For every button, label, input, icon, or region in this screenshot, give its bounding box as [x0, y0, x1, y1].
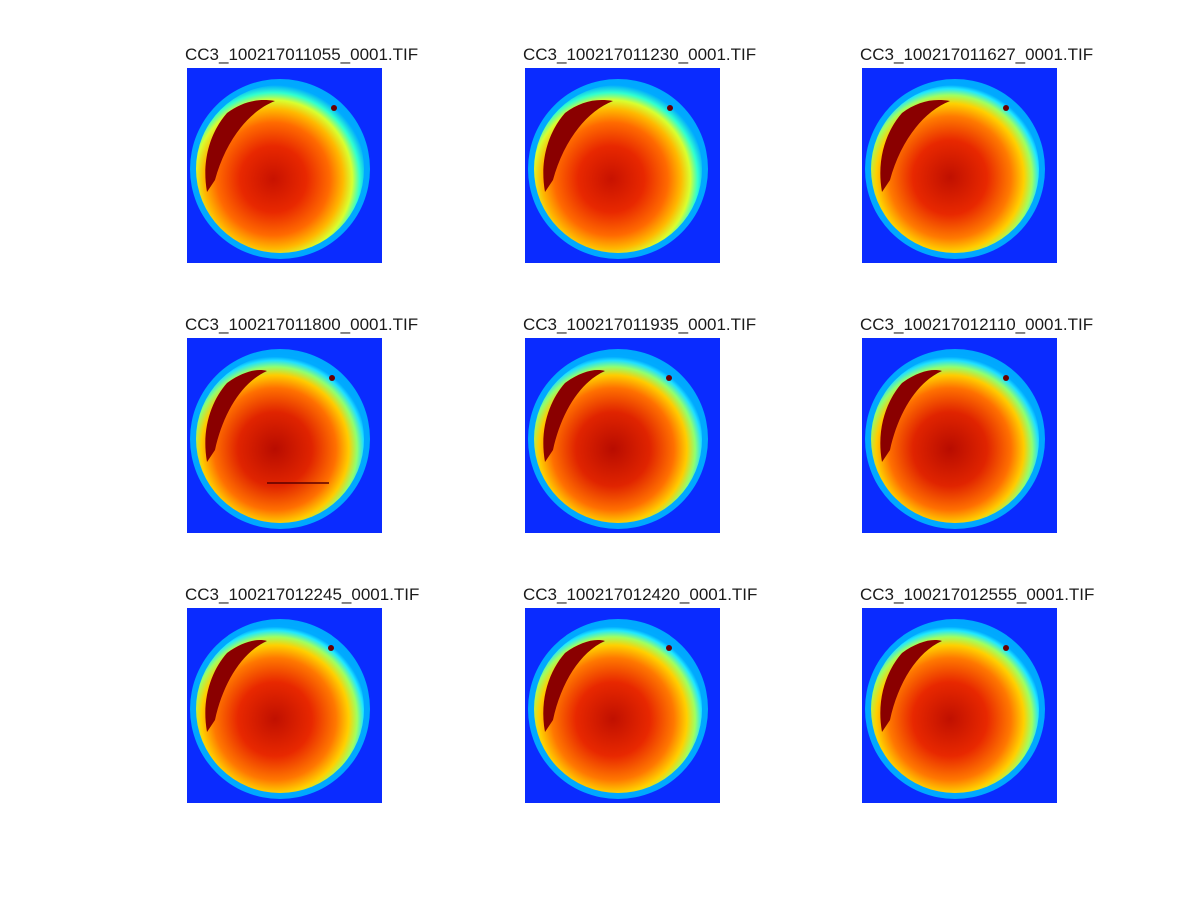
sky-image — [187, 68, 382, 263]
panel-title: CC3_100217012245_0001.TIF — [185, 585, 420, 604]
sky-image — [187, 608, 382, 803]
panel-title: CC3_100217011627_0001.TIF — [860, 45, 1094, 64]
sky-image — [862, 608, 1057, 803]
sky-image-graphic — [187, 608, 382, 803]
sky-image-graphic — [862, 338, 1057, 533]
panel-title: CC3_100217012110_0001.TIF — [860, 315, 1094, 334]
sky-image — [525, 68, 720, 263]
sky-image — [525, 338, 720, 533]
sky-image — [862, 338, 1057, 533]
panel-1: CC3_100217011055_0001.TIF — [185, 45, 447, 285]
panel-6: CC3_100217012110_0001.TIF — [860, 315, 1122, 555]
panel-title: CC3_100217011800_0001.TIF — [185, 315, 419, 334]
panel-5: CC3_100217011935_0001.TIF — [523, 315, 785, 555]
panel-9: CC3_100217012555_0001.TIF — [860, 585, 1122, 825]
sky-image-graphic — [187, 68, 382, 263]
panel-title: CC3_100217012420_0001.TIF — [523, 585, 758, 604]
panel-title: CC3_100217011935_0001.TIF — [523, 315, 757, 334]
panel-2: CC3_100217011230_0001.TIF — [523, 45, 785, 285]
sky-image-graphic — [525, 338, 720, 533]
sky-image-graphic — [187, 338, 382, 533]
sky-image — [862, 68, 1057, 263]
sky-image-graphic — [525, 608, 720, 803]
panel-title: CC3_100217011055_0001.TIF — [185, 45, 419, 64]
panel-7: CC3_100217012245_0001.TIF — [185, 585, 447, 825]
panel-3: CC3_100217011627_0001.TIF — [860, 45, 1122, 285]
panel-4: CC3_100217011800_0001.TIF — [185, 315, 447, 555]
panel-8: CC3_100217012420_0001.TIF — [523, 585, 785, 825]
panel-title: CC3_100217012555_0001.TIF — [860, 585, 1095, 604]
sky-image-graphic — [862, 608, 1057, 803]
panel-title: CC3_100217011230_0001.TIF — [523, 45, 757, 64]
sky-image-graphic — [525, 68, 720, 263]
sky-image — [187, 338, 382, 533]
sky-image-graphic — [862, 68, 1057, 263]
sky-image — [525, 608, 720, 803]
